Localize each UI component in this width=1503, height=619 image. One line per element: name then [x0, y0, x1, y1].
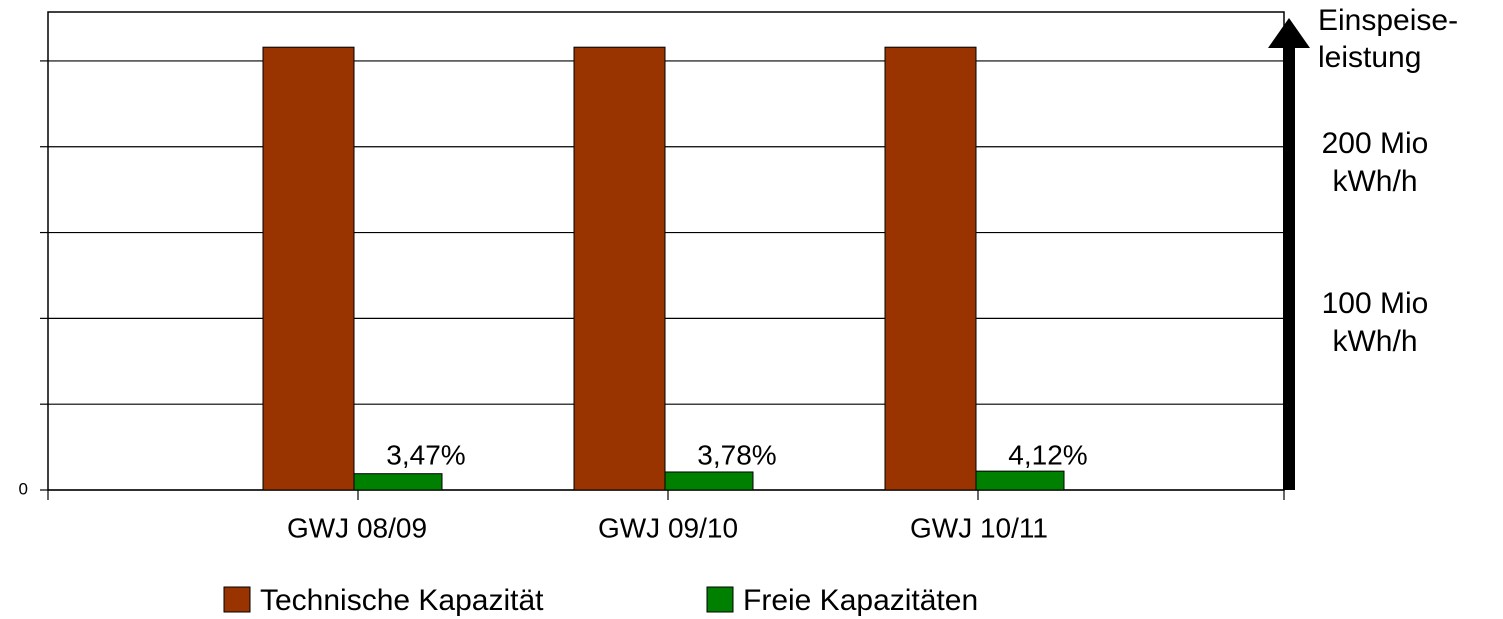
- percent-label: 3,78%: [697, 439, 776, 470]
- y-tick-label: 0: [19, 479, 28, 498]
- right-axis-label: kWh/h: [1332, 325, 1417, 358]
- x-tick-label: GWJ 08/09: [287, 512, 427, 543]
- legend-label: Freie Kapazitäten: [743, 584, 978, 617]
- legend-swatch: [223, 586, 251, 613]
- legend-swatch: [706, 586, 734, 613]
- plot-frame: [47, 11, 1285, 491]
- percent-label: 3,47%: [386, 439, 465, 470]
- right-axis-title: Einspeise-: [1318, 4, 1458, 37]
- bar: [573, 46, 666, 491]
- bar: [664, 471, 754, 491]
- right-axis-label: kWh/h: [1332, 165, 1417, 198]
- bar: [262, 46, 355, 491]
- right-axis-label: 100 Mio: [1322, 287, 1429, 320]
- bar: [975, 470, 1065, 491]
- x-tick-label: GWJ 10/11: [910, 512, 1048, 543]
- right-axis-title: leistung: [1318, 41, 1421, 74]
- right-arrow-head: [1268, 18, 1310, 48]
- x-tick-label: GWJ 09/10: [598, 512, 738, 543]
- legend-label: Technische Kapazität: [260, 584, 544, 617]
- bar: [353, 473, 443, 491]
- right-axis-label: 200 Mio: [1322, 127, 1429, 160]
- bar: [884, 46, 977, 491]
- percent-label: 4,12%: [1008, 439, 1087, 470]
